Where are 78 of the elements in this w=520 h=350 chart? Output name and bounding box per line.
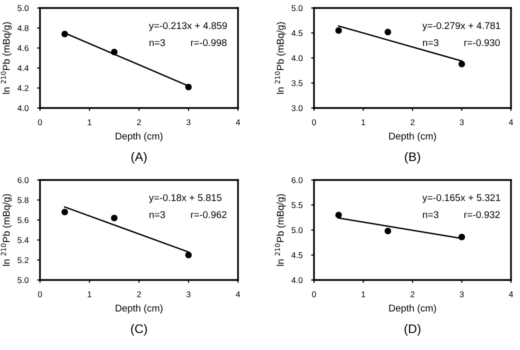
x-axis-title: Depth (cm)	[116, 132, 162, 142]
y-tick-label: 5.8	[18, 197, 29, 204]
annotation: y=-0.18x + 5.815	[148, 194, 222, 204]
y-tick-label: 4.8	[17, 25, 29, 32]
y-tick-label: 6.0	[18, 177, 29, 184]
point	[61, 30, 68, 38]
point	[335, 27, 342, 34]
x-tick-label: 2	[137, 291, 141, 298]
annotation: y=-0.213x + 4.859	[148, 22, 227, 32]
annotation: y=-0.165x + 5.321	[422, 194, 500, 204]
y-tick-label: 4.0	[291, 55, 303, 62]
text: (A)	[131, 152, 147, 164]
y-tick-label: 5.0	[18, 5, 29, 12]
x-tick-label: 1	[88, 119, 92, 126]
y-tick-label: 4.0	[17, 105, 29, 112]
y-tick-label: 5.5	[292, 202, 303, 208]
y-tick-label: 5.2	[18, 257, 28, 264]
y-tick-label: 5.4	[18, 237, 29, 244]
y-tick-label: 4.5	[291, 30, 303, 36]
annotation: n=3	[422, 39, 438, 46]
y-axis-title: ln $^{210}$Pb (mBq/g)	[0, 194, 12, 266]
y-axis-title: ln $^{210}$Pb (mBq/g)	[0, 22, 12, 94]
text: (B)	[404, 152, 420, 164]
y-tick-label: 5.0	[292, 5, 303, 12]
x-tick-label: 4	[508, 119, 514, 126]
y-tick-label: 4.6	[17, 45, 29, 52]
point	[384, 28, 392, 36]
y-tick-label: 4.4	[17, 65, 29, 72]
annotation: r=-0.930	[464, 39, 500, 46]
annotation: y=-0.279x + 4.781	[422, 22, 500, 32]
text: (C)	[131, 324, 147, 336]
x-tick-label: 3	[186, 291, 190, 298]
annotation: n=3	[150, 211, 165, 218]
y-axis-title: ln $^{210}$Pb (mBq/g)	[274, 194, 286, 266]
x-tick-label: 3	[186, 119, 190, 126]
point	[185, 84, 192, 90]
point	[458, 234, 466, 240]
y-tick-label: 3.0	[292, 105, 303, 112]
x-tick-label: 1	[88, 291, 92, 298]
x-tick-label: 0	[312, 119, 316, 126]
point	[110, 48, 118, 56]
point	[335, 212, 342, 218]
y-tick-label: 4.5	[291, 252, 303, 258]
point	[384, 228, 392, 234]
annotation: r=-0.998	[191, 39, 227, 46]
annotation: n=3	[150, 39, 165, 46]
x-tick-label: 1	[362, 291, 366, 298]
x-tick-label: 1	[362, 119, 366, 126]
x-tick-label: 0	[38, 291, 42, 298]
y-tick-label: 5.0	[18, 277, 29, 284]
annotation: r=-0.932	[464, 211, 500, 218]
x-tick-label: 0	[38, 119, 42, 126]
y-tick-label: 5.6	[18, 217, 29, 224]
annotation: n=3	[422, 211, 438, 218]
y-tick-label: 5.0	[292, 227, 303, 234]
x-tick-label: 2	[410, 291, 414, 298]
x-tick-label: 4	[508, 291, 514, 298]
x-tick-label: 0	[312, 291, 316, 298]
y-tick-label: 6.0	[292, 177, 303, 184]
point	[110, 214, 118, 222]
y-tick-label: 4.0	[291, 277, 303, 284]
x-axis-title: Depth (cm)	[389, 132, 436, 142]
y-axis-title: ln $^{210}$Pb (mBq/g)	[274, 22, 286, 94]
y-tick-label: 4.2	[17, 85, 28, 92]
point	[185, 252, 192, 258]
x-tick-label: 2	[137, 119, 141, 126]
x-tick-label: 3	[460, 119, 464, 126]
x-tick-label: 4	[236, 119, 240, 126]
text: (D)	[404, 324, 420, 336]
point	[458, 60, 466, 68]
x-tick-label: 3	[460, 291, 464, 298]
y-tick-label: 3.5	[292, 80, 303, 86]
x-tick-label: 4	[236, 291, 240, 298]
annotation: r=-0.962	[191, 211, 226, 218]
point	[61, 208, 68, 216]
x-axis-title: Depth (cm)	[116, 304, 162, 314]
x-axis-title: Depth (cm)	[389, 304, 436, 314]
x-tick-label: 2	[410, 119, 414, 126]
